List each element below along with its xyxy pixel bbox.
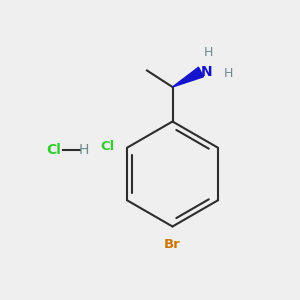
- Text: H: H: [224, 67, 233, 80]
- Text: H: H: [204, 46, 213, 59]
- Text: N: N: [201, 65, 213, 79]
- Text: Cl: Cl: [100, 140, 115, 153]
- Text: H: H: [79, 143, 89, 157]
- Text: Cl: Cl: [46, 143, 62, 157]
- Polygon shape: [172, 67, 203, 87]
- Text: Br: Br: [164, 238, 181, 251]
